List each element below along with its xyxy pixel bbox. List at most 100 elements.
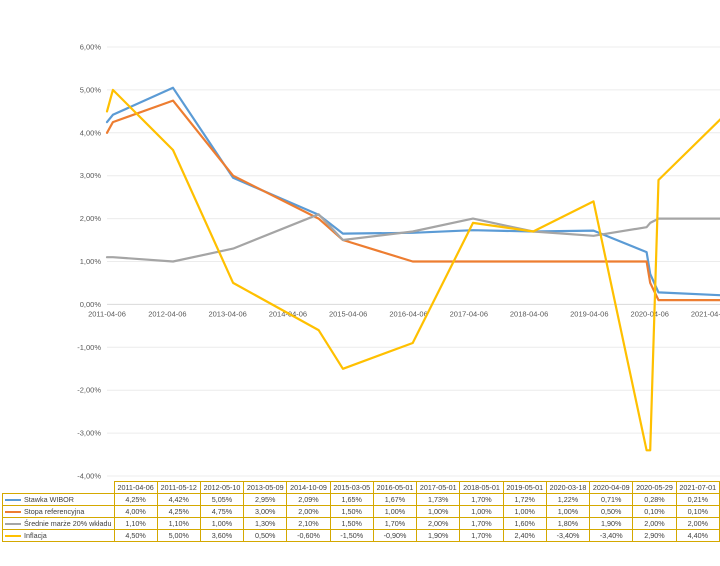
table-cell: 1,00% [502, 505, 547, 518]
y-tick-label: 0,00% [80, 300, 102, 309]
table-header-cell: 2015-03-05 [329, 481, 374, 494]
series-line [105, 213, 720, 263]
y-tick-label: 2,00% [80, 214, 102, 223]
y-tick-label: 6,00% [80, 43, 102, 52]
x-tick-label: 2012-04-06 [148, 309, 186, 318]
table-cell: 2,40% [502, 529, 547, 542]
x-tick-label: 2021-04-06 [691, 309, 720, 318]
legend-swatch [5, 498, 21, 502]
table-row: Średnie marże 20% wkładu 1,10% 1,10% 1,00% 1… [2, 517, 720, 530]
table-cell: 1,10% [156, 517, 201, 530]
x-tick-label: 2015-04-06 [329, 309, 367, 318]
table-cell: 1,70% [459, 517, 504, 530]
table-cell: 1,22% [545, 493, 591, 506]
table-cell: 1,50% [329, 517, 374, 530]
table-row: Stopa referencyjna 4,00% 4,25% 4,75% 3,00% 2,… [2, 505, 720, 518]
table-cell: 1,70% [459, 493, 504, 506]
table-cell: 1,30% [243, 517, 288, 530]
table-header-cell: 2014-10-09 [286, 481, 331, 494]
table-header-cell: 2017-05-01 [416, 481, 461, 494]
table-cell: 2,00% [632, 517, 677, 530]
table-cell: 0,71% [589, 493, 634, 506]
legend-label: Stopa referencyjna [24, 507, 85, 516]
table-cell: 2,10% [286, 517, 331, 530]
y-tick-label: -2,00% [77, 386, 101, 395]
legend-cell: Stawka WIBOR [2, 493, 115, 506]
table-header-cell: 2016-05-01 [372, 481, 418, 494]
table-cell: 5,00% [156, 529, 201, 542]
table-header-cell: 2019-05-01 [502, 481, 547, 494]
series-line [105, 86, 720, 297]
table-cell: 4,50% [113, 529, 158, 542]
x-tick-label: 2019-04-06 [570, 309, 608, 318]
table-cell: 4,25% [113, 493, 158, 506]
table-header-cell: 2012-05-10 [199, 481, 245, 494]
table-cell: 0,10% [632, 505, 677, 518]
table-cell: -1,50% [329, 529, 374, 542]
table-cell: 1,00% [459, 505, 504, 518]
table-cell: 1,65% [329, 493, 374, 506]
legend-cell: Średnie marże 20% wkładu [2, 517, 115, 530]
table-cell: 1,67% [372, 493, 418, 506]
table-header-cell: 2020-05-29 [632, 481, 677, 494]
y-tick-label: -4,00% [77, 472, 101, 481]
series-line [105, 88, 720, 452]
table-header-cell: 2013-05-09 [243, 481, 288, 494]
table-cell: 1,00% [416, 505, 461, 518]
table-cell: 2,00% [286, 505, 331, 518]
table-cell: 4,25% [156, 505, 201, 518]
table-cell: -0,60% [286, 529, 331, 542]
legend-swatch [5, 534, 21, 538]
legend-cell: Inflacja [2, 529, 115, 542]
table-corner [3, 482, 115, 494]
table-cell: 0,50% [243, 529, 288, 542]
series-line [105, 99, 720, 302]
table-cell: 1,50% [329, 505, 374, 518]
table-cell: 2,95% [243, 493, 288, 506]
table-cell: 0,50% [589, 505, 634, 518]
y-tick-label: 1,00% [80, 257, 102, 266]
data-table: 2011-04-06 2011-05-12 2012-05-10 2013-05-09… [2, 481, 720, 542]
table-cell: 1,00% [372, 505, 418, 518]
line-chart: 6,00% 5,00% 4,00% 3,00% 2,00% 1,00% 0,00% -1,00… [77, 43, 720, 481]
table-header-cell: 2020-04-09 [589, 481, 634, 494]
y-tick-label: -1,00% [77, 343, 101, 352]
table-cell: 1,73% [416, 493, 461, 506]
x-tick-label: 2020-04-06 [631, 309, 669, 318]
table-cell: 4,40% [675, 529, 720, 542]
table-cell: 2,90% [632, 529, 677, 542]
table-cell: 4,42% [156, 493, 201, 506]
x-tick-label: 2017-04-06 [450, 309, 488, 318]
x-tick-label: 2013-04-06 [208, 309, 246, 318]
table-cell: 1,80% [545, 517, 591, 530]
table-cell: -0,90% [372, 529, 418, 542]
table-header-cell: 2011-04-06 [113, 481, 158, 494]
table-cell: -3,40% [545, 529, 591, 542]
legend-label: Średnie marże 20% wkładu [24, 519, 112, 528]
table-cell: 1,72% [502, 493, 547, 506]
legend-swatch [5, 510, 21, 514]
y-tick-label: 4,00% [80, 128, 102, 137]
y-tick-label: -3,00% [77, 429, 101, 438]
table-cell: 2,00% [416, 517, 461, 530]
table-header-cell: 2011-05-12 [156, 481, 201, 494]
legend-cell: Stopa referencyjna [2, 505, 115, 518]
table-cell: 5,05% [199, 493, 245, 506]
legend-label: Inflacja [24, 531, 47, 540]
table-cell: 1,10% [113, 517, 158, 530]
table-header-cell: 2020-03-18 [545, 481, 591, 494]
table-cell: 4,75% [199, 505, 245, 518]
table-cell: 1,90% [416, 529, 461, 542]
table-row: Inflacja 4,50% 5,00% 3,60% 0,50% -0,60% -1,50%… [2, 529, 720, 542]
y-tick-label: 5,00% [80, 85, 102, 94]
table-cell: 2,00% [675, 517, 720, 530]
table-cell: 1,60% [502, 517, 547, 530]
table-cell: 2,09% [286, 493, 331, 506]
table-cell: 4,00% [113, 505, 158, 518]
x-tick-label: 2011-04-06 [88, 309, 126, 318]
legend-label: Stawka WIBOR [24, 495, 74, 504]
table-cell: 0,10% [675, 505, 720, 518]
table-cell: 1,00% [545, 505, 591, 518]
legend-swatch [5, 522, 21, 526]
table-cell: 3,00% [243, 505, 288, 518]
